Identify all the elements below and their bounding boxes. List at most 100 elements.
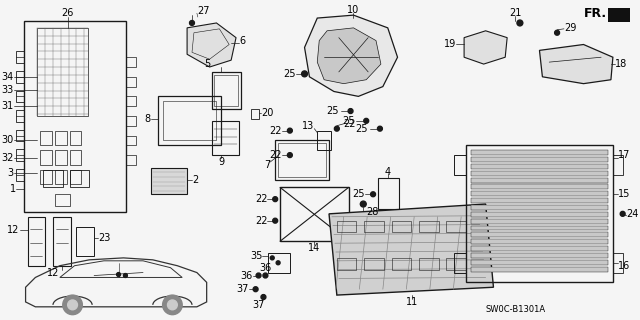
Text: 16: 16	[618, 261, 630, 271]
Bar	[471, 212, 608, 217]
Text: 22: 22	[344, 119, 356, 129]
Text: 37: 37	[236, 284, 249, 294]
Text: 32: 32	[1, 153, 14, 163]
Bar	[214, 75, 238, 106]
Bar	[70, 170, 89, 188]
Circle shape	[360, 201, 366, 207]
Circle shape	[378, 126, 382, 131]
Bar	[251, 109, 259, 119]
Circle shape	[116, 273, 120, 276]
Bar	[127, 155, 136, 165]
Text: 37: 37	[252, 300, 265, 310]
Text: 21: 21	[509, 8, 521, 18]
Circle shape	[348, 108, 353, 114]
Circle shape	[68, 300, 77, 310]
Bar	[212, 72, 241, 109]
Circle shape	[256, 273, 261, 278]
Bar	[454, 253, 466, 273]
Text: 27: 27	[197, 6, 209, 16]
Text: 12: 12	[7, 226, 20, 236]
Circle shape	[555, 30, 559, 35]
Text: 19: 19	[444, 39, 456, 50]
Text: 13: 13	[302, 121, 314, 131]
Circle shape	[273, 197, 278, 202]
Bar	[471, 164, 608, 169]
Circle shape	[287, 128, 292, 133]
Circle shape	[253, 287, 258, 292]
Polygon shape	[151, 168, 187, 194]
Circle shape	[371, 192, 376, 197]
Text: 7: 7	[264, 160, 270, 170]
Text: 20: 20	[262, 108, 274, 118]
Bar	[392, 258, 412, 270]
Text: 15: 15	[618, 189, 630, 199]
Bar	[447, 258, 466, 270]
Text: 34: 34	[1, 72, 14, 82]
Text: 11: 11	[406, 297, 419, 307]
Bar	[337, 221, 356, 232]
Text: 22: 22	[255, 216, 268, 226]
Bar	[127, 136, 136, 145]
Bar	[471, 184, 608, 189]
Text: 36: 36	[259, 263, 271, 273]
Bar	[76, 227, 94, 256]
Bar	[471, 150, 608, 155]
Text: 31: 31	[1, 101, 14, 111]
Bar	[43, 170, 63, 188]
Text: 25: 25	[353, 189, 365, 199]
Bar	[70, 150, 81, 165]
Polygon shape	[464, 31, 507, 64]
Bar	[55, 131, 67, 145]
Polygon shape	[540, 44, 613, 84]
Polygon shape	[187, 23, 236, 67]
Text: 33: 33	[1, 84, 14, 94]
Bar	[471, 267, 608, 272]
Text: FR.: FR.	[584, 7, 607, 20]
Bar	[16, 149, 24, 161]
Circle shape	[620, 212, 625, 216]
Bar	[55, 150, 67, 165]
Text: 14: 14	[308, 243, 321, 253]
Text: SW0C-B1301A: SW0C-B1301A	[486, 305, 546, 314]
Text: 8: 8	[145, 114, 151, 124]
Bar	[127, 96, 136, 106]
Bar	[471, 198, 608, 203]
Bar	[268, 253, 290, 273]
Bar	[70, 131, 81, 145]
Text: 4: 4	[385, 167, 391, 177]
Bar	[24, 21, 127, 212]
Bar	[613, 155, 623, 175]
Text: 36: 36	[241, 270, 253, 281]
Circle shape	[63, 295, 83, 315]
Bar	[127, 116, 136, 126]
Bar	[212, 121, 239, 155]
Circle shape	[276, 261, 280, 265]
Bar	[419, 221, 438, 232]
Bar	[28, 217, 45, 266]
Bar	[471, 178, 608, 182]
Text: 24: 24	[627, 209, 639, 219]
Bar	[37, 28, 88, 116]
Bar	[16, 110, 24, 122]
Bar	[16, 51, 24, 63]
Bar	[55, 194, 70, 206]
Text: 25: 25	[284, 69, 296, 79]
Circle shape	[270, 256, 274, 260]
Circle shape	[335, 126, 339, 131]
Bar	[471, 253, 608, 258]
Text: 2: 2	[192, 175, 198, 185]
Circle shape	[163, 295, 182, 315]
Bar	[454, 155, 466, 175]
Text: 29: 29	[564, 23, 576, 33]
Bar	[40, 150, 52, 165]
Circle shape	[261, 295, 266, 300]
Text: 3: 3	[8, 168, 14, 178]
Bar	[471, 260, 608, 265]
Circle shape	[364, 118, 369, 123]
Bar	[608, 8, 630, 22]
Bar	[471, 219, 608, 224]
Bar	[16, 91, 24, 102]
Text: 26: 26	[61, 8, 74, 18]
Bar	[163, 101, 216, 140]
Bar	[466, 145, 613, 282]
